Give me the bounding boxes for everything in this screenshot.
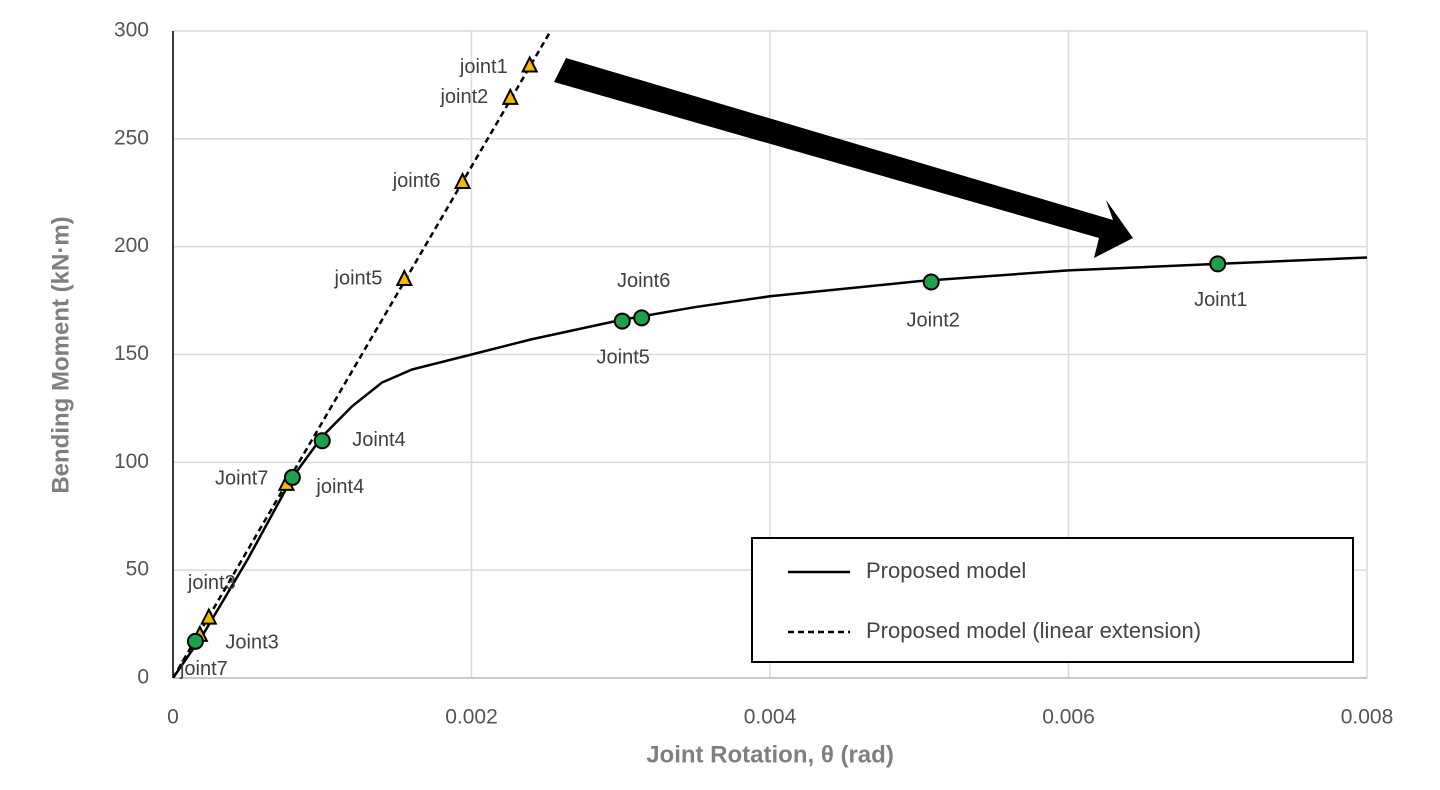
series-line <box>173 256 1367 678</box>
x-tick-label: 0.006 <box>1042 706 1095 729</box>
point-label: Joint3 <box>225 632 278 654</box>
triangle-marker <box>501 87 519 105</box>
y-tick-label: 250 <box>114 126 149 149</box>
circle-marker <box>922 273 940 291</box>
point-label: joint4 <box>315 476 364 498</box>
x-tick-label: 0.002 <box>445 706 498 729</box>
x-tick-label: 0.004 <box>744 706 797 729</box>
point-label: Joint1 <box>1194 289 1247 311</box>
circle-marker <box>633 309 651 327</box>
circle-marker <box>283 468 301 486</box>
point-label: Joint7 <box>215 468 268 490</box>
point-label: Joint2 <box>907 309 960 331</box>
y-axis-title: Bending Moment (kN·m) <box>47 216 74 493</box>
trend-arrow <box>554 58 1133 258</box>
y-tick-label: 200 <box>114 234 149 257</box>
point-label: joint6 <box>392 170 441 192</box>
triangle-marker <box>521 55 539 73</box>
point-label: joint7 <box>179 658 228 680</box>
circle-marker <box>313 432 331 450</box>
y-tick-label: 50 <box>126 558 149 581</box>
x-axis-title: Joint Rotation, θ (rad) <box>646 741 894 768</box>
legend-label: Proposed model <box>866 558 1026 583</box>
circle-marker <box>186 632 204 650</box>
x-tick-label: 0.008 <box>1341 706 1394 729</box>
x-tick-label: 0 <box>167 706 179 729</box>
circle-marker <box>1209 255 1227 273</box>
point-label: Joint6 <box>617 270 670 292</box>
y-tick-label: 0 <box>137 666 149 689</box>
triangle-marker <box>395 268 413 287</box>
point-label: joint3 <box>187 572 236 594</box>
point-label: Joint4 <box>352 429 405 451</box>
plot-area <box>173 31 1367 678</box>
markers: joint1 joint2 joint6 joint5 joint4 joint3 join… <box>179 55 1247 680</box>
point-label: Joint5 <box>597 346 650 368</box>
circle-marker <box>613 312 631 330</box>
triangle-marker <box>200 607 218 625</box>
point-label: joint2 <box>439 86 488 108</box>
triangle-marker <box>453 171 472 189</box>
legend-box <box>751 537 1354 663</box>
series-line <box>173 31 552 678</box>
y-tick-label: 150 <box>114 342 149 365</box>
legend: Proposed model Proposed model (linear ext… <box>751 537 1354 663</box>
point-label: joint5 <box>334 267 383 289</box>
y-tick-label: 100 <box>114 450 149 473</box>
y-tick-label: 300 <box>114 19 149 42</box>
legend-label: Proposed model (linear extension) <box>866 618 1201 643</box>
point-label: joint1 <box>459 56 508 78</box>
